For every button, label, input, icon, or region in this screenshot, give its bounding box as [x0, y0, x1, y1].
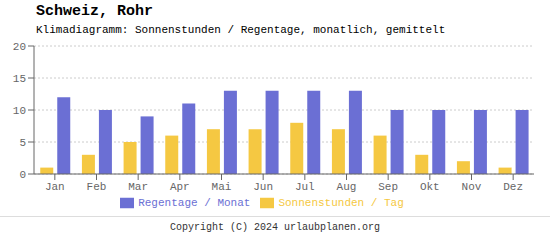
html-text:Sonnenstunden / Tag: Sonnenstunden / Tag	[278, 196, 404, 209]
svg-text:Jan: Jan	[45, 181, 65, 193]
svg-text:10: 10	[13, 105, 26, 117]
svg-text:Feb: Feb	[87, 181, 107, 193]
svg-text:Okt: Okt	[420, 181, 440, 193]
svg-text:0: 0	[19, 169, 26, 181]
svg-text:Nov: Nov	[462, 181, 482, 193]
svg-text:Jun: Jun	[253, 181, 273, 193]
svg-text:Jul: Jul	[295, 181, 315, 193]
svg-text:15: 15	[13, 73, 26, 85]
svg-text:Mai: Mai	[212, 181, 232, 193]
svg-text:20: 20	[13, 41, 26, 53]
svg-text:Dez: Dez	[503, 181, 523, 193]
html-text:Copyright (C) 2024 urlaubplane: Copyright (C) 2024 urlaubplanen.org	[170, 222, 380, 233]
html-text:Regentage / Monat: Regentage / Monat	[138, 196, 251, 209]
html-text:Schweiz, Rohr: Schweiz, Rohr	[36, 3, 153, 20]
svg-text:Aug: Aug	[337, 181, 357, 193]
svg-text:5: 5	[19, 137, 26, 149]
svg-text:Mar: Mar	[128, 181, 148, 193]
html-text:Klimadiagramm: Sonnenstunden /: Klimadiagramm: Sonnenstunden / Regentage…	[36, 24, 446, 36]
svg-text:Sep: Sep	[378, 181, 398, 193]
svg-text:Apr: Apr	[170, 181, 190, 193]
